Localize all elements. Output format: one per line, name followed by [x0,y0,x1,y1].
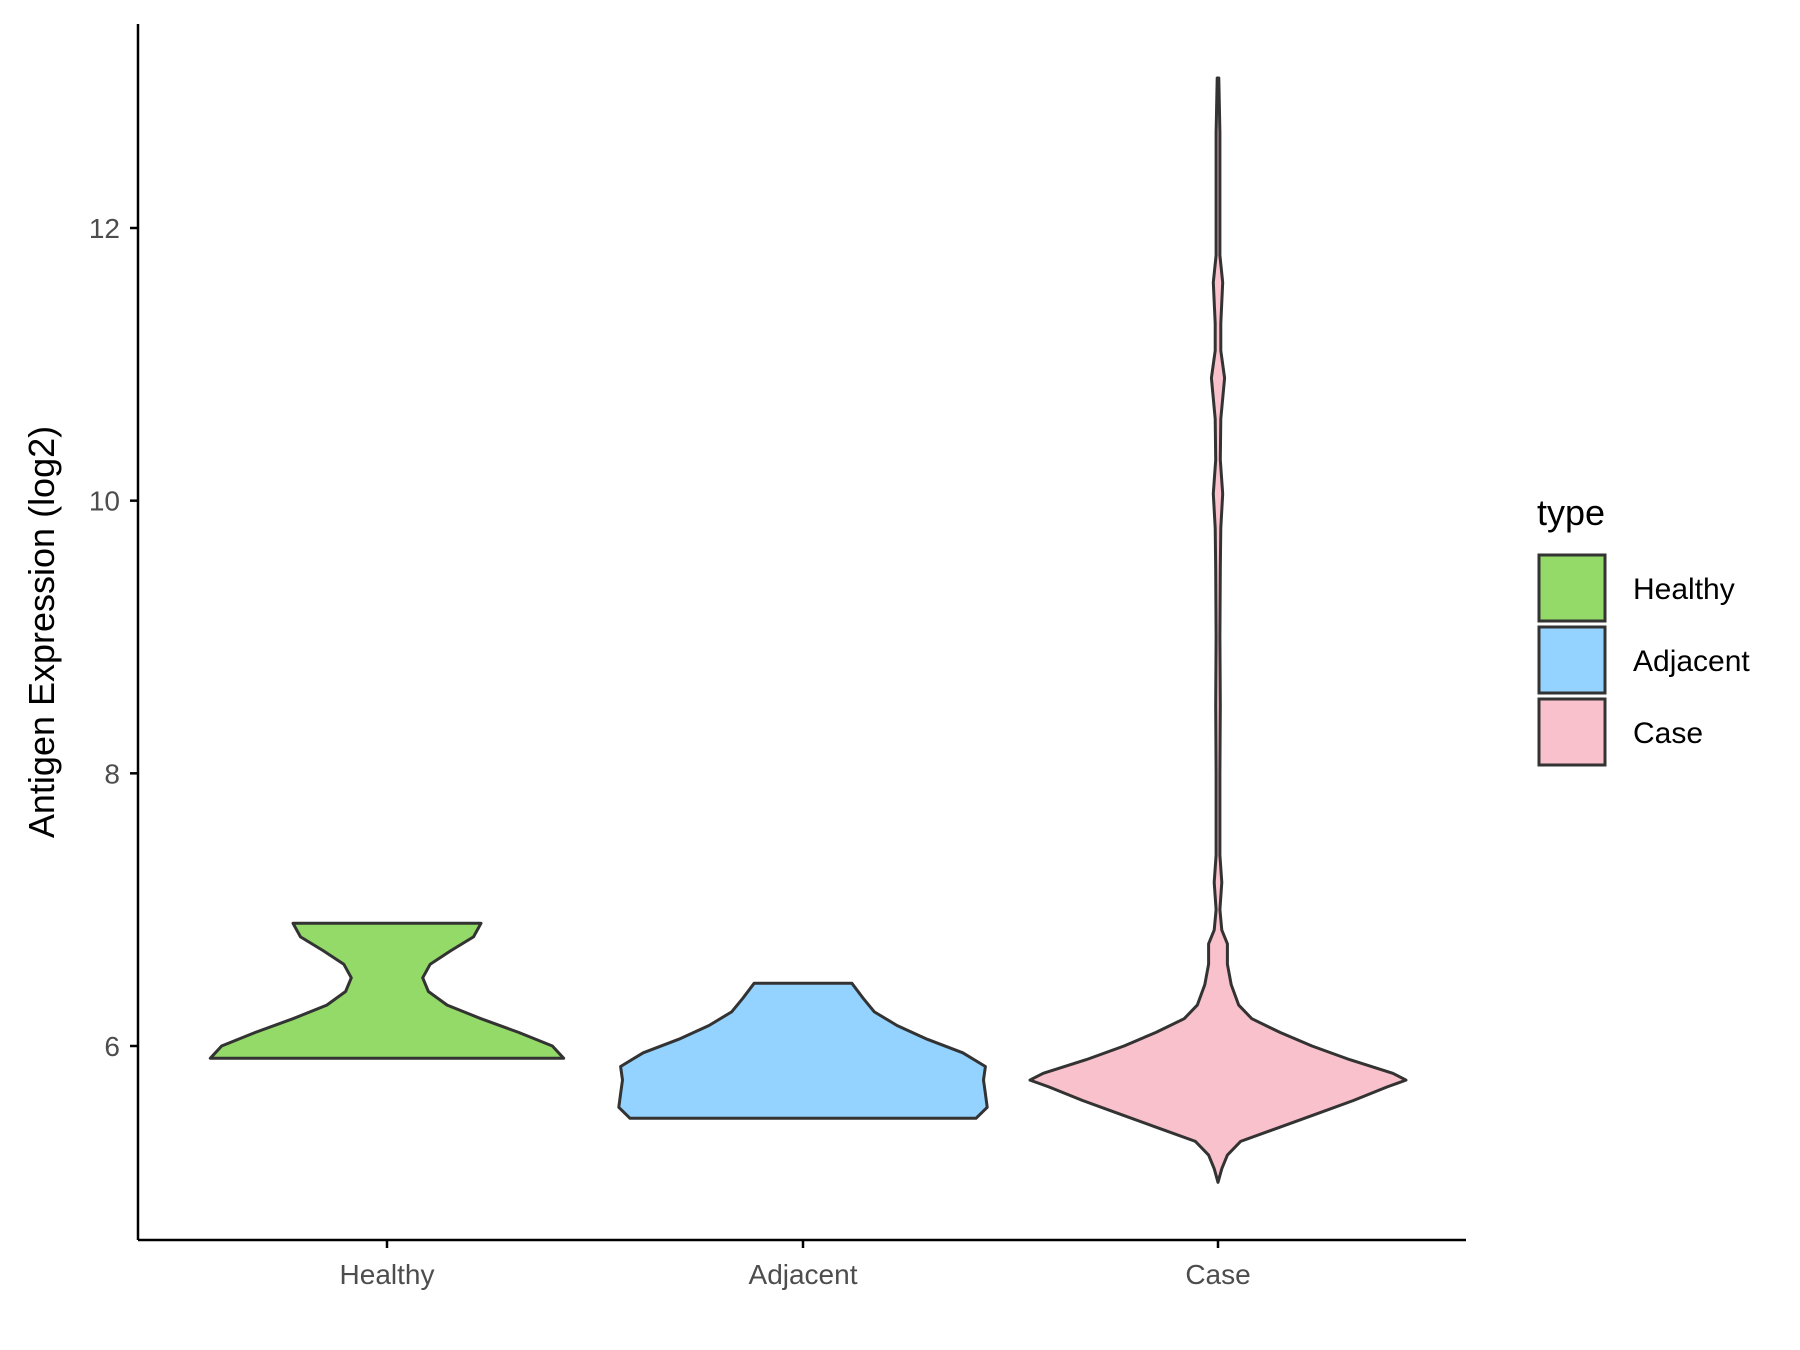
legend-title: type [1537,492,1605,533]
x-tick-label: Case [1185,1259,1250,1290]
x-axis-ticks: Healthy Adjacent Case [340,1240,1251,1290]
x-tick-label: Adjacent [749,1259,858,1290]
legend: type Healthy Adjacent Case [1537,492,1750,767]
violin-healthy [208,921,566,1060]
legend-label-adjacent: Adjacent [1633,645,1750,678]
legend-label-healthy: Healthy [1633,573,1735,606]
legend-swatch-case [1537,697,1607,767]
x-tick-label: Healthy [340,1259,435,1290]
legend-swatch-healthy [1537,553,1607,623]
violin-case [1028,76,1408,1184]
violins-layer [208,76,1408,1184]
y-tick-label: 8 [104,758,120,789]
y-tick-label: 6 [104,1031,120,1062]
y-tick-label: 10 [89,486,120,517]
legend-swatch-adjacent [1537,625,1607,695]
legend-label-case: Case [1633,717,1703,750]
y-tick-label: 12 [89,213,120,244]
y-axis-title: Antigen Expression (log2) [21,426,62,838]
violin-adjacent [617,981,989,1120]
y-axis-ticks: 6 8 10 12 [89,213,138,1062]
